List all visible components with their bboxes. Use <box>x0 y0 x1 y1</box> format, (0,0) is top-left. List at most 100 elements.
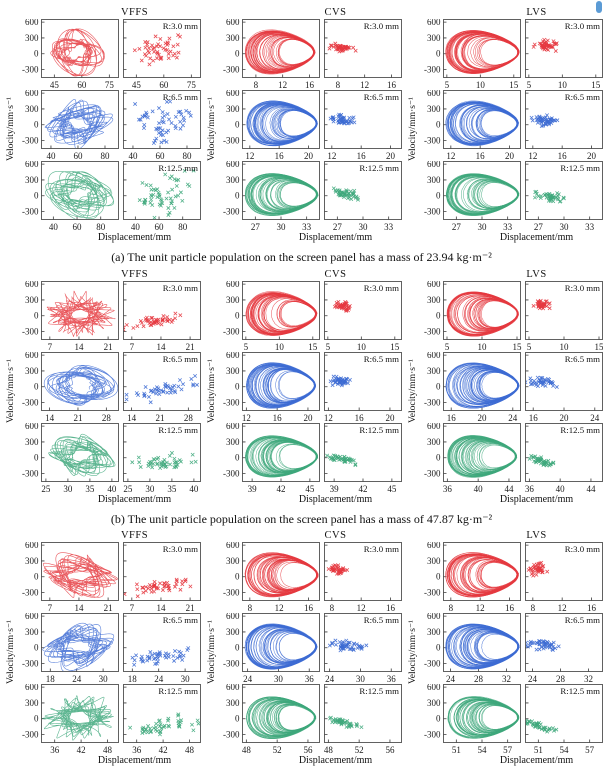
plot-row: R:6.5 mm <box>219 352 403 423</box>
radius-label: R:3.0 mm <box>363 21 399 31</box>
plot-group-cvs: Velocity/mm·s⁻¹ CVS R:3.0 mm R:6.5 mm R:12.5… <box>206 529 403 768</box>
scatter-subplot: R:3.0 mm <box>523 281 603 352</box>
radius-label: R:12.5 mm <box>158 425 198 435</box>
scatter-subplot: R:12.5 mm <box>322 684 403 755</box>
plot-group-vffs: Velocity/mm·s⁻¹ VFFS R:3.0 mm R:6.5 mm R:12.… <box>5 6 202 245</box>
group-title: VFFS <box>120 7 149 18</box>
scatter-subplot: R:12.5 mm <box>322 423 403 494</box>
scatter-subplot: R:12.5 mm <box>322 161 403 232</box>
radius-label: R:6.5 mm <box>564 354 600 364</box>
radius-label: R:12.5 mm <box>560 425 600 435</box>
phase-portrait-canvas <box>18 281 121 352</box>
phase-portrait-canvas <box>219 613 322 684</box>
x-axis-label: Displacement/mm <box>298 755 373 766</box>
scatter-subplot: R:3.0 mm <box>523 542 603 613</box>
poincare-scatter-canvas <box>523 19 603 90</box>
poincare-scatter-canvas <box>523 352 603 423</box>
radius-label: R:6.5 mm <box>363 615 399 625</box>
plot-row: R:3.0 mm <box>420 19 603 90</box>
plot-row: R:3.0 mm <box>219 281 403 352</box>
x-axis-label: Displacement/mm <box>499 494 574 505</box>
plot-row: R:6.5 mm <box>219 613 403 684</box>
phase-portrait-canvas <box>420 161 523 232</box>
plot-group-cvs: Velocity/mm·s⁻¹ CVS R:3.0 mm R:6.5 mm R:12.5… <box>206 6 403 245</box>
scatter-subplot: R:3.0 mm <box>523 19 603 90</box>
plot-row: R:6.5 mm <box>420 352 603 423</box>
y-axis-label: Velocity/mm·s⁻¹ <box>207 620 217 685</box>
scatter-subplot: R:12.5 mm <box>523 161 603 232</box>
y-axis-label: Velocity/mm·s⁻¹ <box>207 359 217 424</box>
phase-portrait-canvas <box>219 19 322 90</box>
radius-label: R:3.0 mm <box>162 21 198 31</box>
phase-portrait-canvas <box>420 423 523 494</box>
x-axis-label: Displacement/mm <box>97 755 172 766</box>
phase-portrait-canvas <box>420 19 523 90</box>
group-title: LVS <box>526 530 547 541</box>
scatter-subplot: R:3.0 mm <box>121 281 202 352</box>
y-axis-label: Velocity/mm·s⁻¹ <box>408 359 418 424</box>
plot-row: R:6.5 mm <box>18 613 202 684</box>
figure-panel-b: Velocity/mm·s⁻¹ VFFS R:3.0 mm R:6.5 mm R:12.… <box>0 268 603 527</box>
x-axis-label: Displacement/mm <box>97 494 172 505</box>
plot-row: R:6.5 mm <box>219 90 403 161</box>
phase-portrait-canvas <box>420 281 523 352</box>
scatter-subplot: R:6.5 mm <box>523 352 603 423</box>
phase-portrait-canvas <box>219 542 322 613</box>
group-title: LVS <box>526 7 547 18</box>
scatter-subplot: R:6.5 mm <box>523 613 603 684</box>
x-axis-label: Displacement/mm <box>298 232 373 243</box>
x-axis-label: Displacement/mm <box>298 494 373 505</box>
y-axis-label: Velocity/mm·s⁻¹ <box>6 97 16 162</box>
scatter-subplot: R:12.5 mm <box>523 684 603 755</box>
figure-panel-c: Velocity/mm·s⁻¹ VFFS R:3.0 mm R:6.5 mm R:12.… <box>0 529 603 768</box>
x-axis-label: Displacement/mm <box>97 232 172 243</box>
plot-row: R:3.0 mm <box>18 281 202 352</box>
poincare-scatter-canvas <box>523 423 603 494</box>
radius-label: R:12.5 mm <box>158 163 198 173</box>
poincare-scatter-canvas <box>322 352 403 423</box>
radius-label: R:3.0 mm <box>564 283 600 293</box>
y-axis-label: Velocity/mm·s⁻¹ <box>207 97 217 162</box>
poincare-scatter-canvas <box>121 613 202 684</box>
poincare-scatter-canvas <box>523 684 603 755</box>
radius-label: R:6.5 mm <box>363 354 399 364</box>
figure-panel-a: Velocity/mm·s⁻¹ VFFS R:3.0 mm R:6.5 mm R:12.… <box>0 6 603 265</box>
scatter-subplot: R:12.5 mm <box>121 161 202 232</box>
y-axis-label: Velocity/mm·s⁻¹ <box>408 97 418 162</box>
panel-grid: Velocity/mm·s⁻¹ VFFS R:3.0 mm R:6.5 mm R:12.… <box>0 268 603 507</box>
poincare-scatter-canvas <box>523 90 603 161</box>
poincare-scatter-canvas <box>121 542 202 613</box>
radius-label: R:6.5 mm <box>363 92 399 102</box>
plot-row: R:12.5 mm <box>219 423 403 494</box>
plot-group-cvs: Velocity/mm·s⁻¹ CVS R:3.0 mm R:6.5 mm R:12.5… <box>206 268 403 507</box>
scatter-subplot: R:6.5 mm <box>523 90 603 161</box>
radius-label: R:12.5 mm <box>560 163 600 173</box>
radius-label: R:3.0 mm <box>363 283 399 293</box>
plot-group-vffs: Velocity/mm·s⁻¹ VFFS R:3.0 mm R:6.5 mm R:12.… <box>5 268 202 507</box>
phase-portrait-canvas <box>18 613 121 684</box>
plot-row: R:3.0 mm <box>420 542 603 613</box>
scrollbar-thumb[interactable] <box>596 1 602 13</box>
scatter-subplot: R:6.5 mm <box>322 352 403 423</box>
phase-portrait-canvas <box>219 161 322 232</box>
plot-group-lvs: Velocity/mm·s⁻¹ LVS R:3.0 mm R:6.5 mm R:12.5… <box>407 268 603 507</box>
scatter-subplot: R:3.0 mm <box>322 542 403 613</box>
scatter-subplot: R:3.0 mm <box>121 19 202 90</box>
plot-row: R:12.5 mm <box>18 423 202 494</box>
plot-row: R:3.0 mm <box>219 542 403 613</box>
phase-portrait-canvas <box>420 90 523 161</box>
plot-row: R:6.5 mm <box>420 613 603 684</box>
radius-label: R:3.0 mm <box>564 21 600 31</box>
radius-label: R:3.0 mm <box>162 544 198 554</box>
panel-caption: (b) The unit particle population on the … <box>110 512 493 526</box>
panel-caption: (a) The unit particle population on the … <box>111 250 492 264</box>
group-title: CVS <box>324 7 347 18</box>
group-title: CVS <box>324 530 347 541</box>
y-axis-label: Velocity/mm·s⁻¹ <box>6 620 16 685</box>
plot-row: R:12.5 mm <box>420 423 603 494</box>
plot-row: R:12.5 mm <box>18 684 202 755</box>
poincare-scatter-canvas <box>523 161 603 232</box>
x-axis-label: Displacement/mm <box>499 232 574 243</box>
scatter-subplot: R:6.5 mm <box>322 90 403 161</box>
plot-row: R:12.5 mm <box>18 161 202 232</box>
